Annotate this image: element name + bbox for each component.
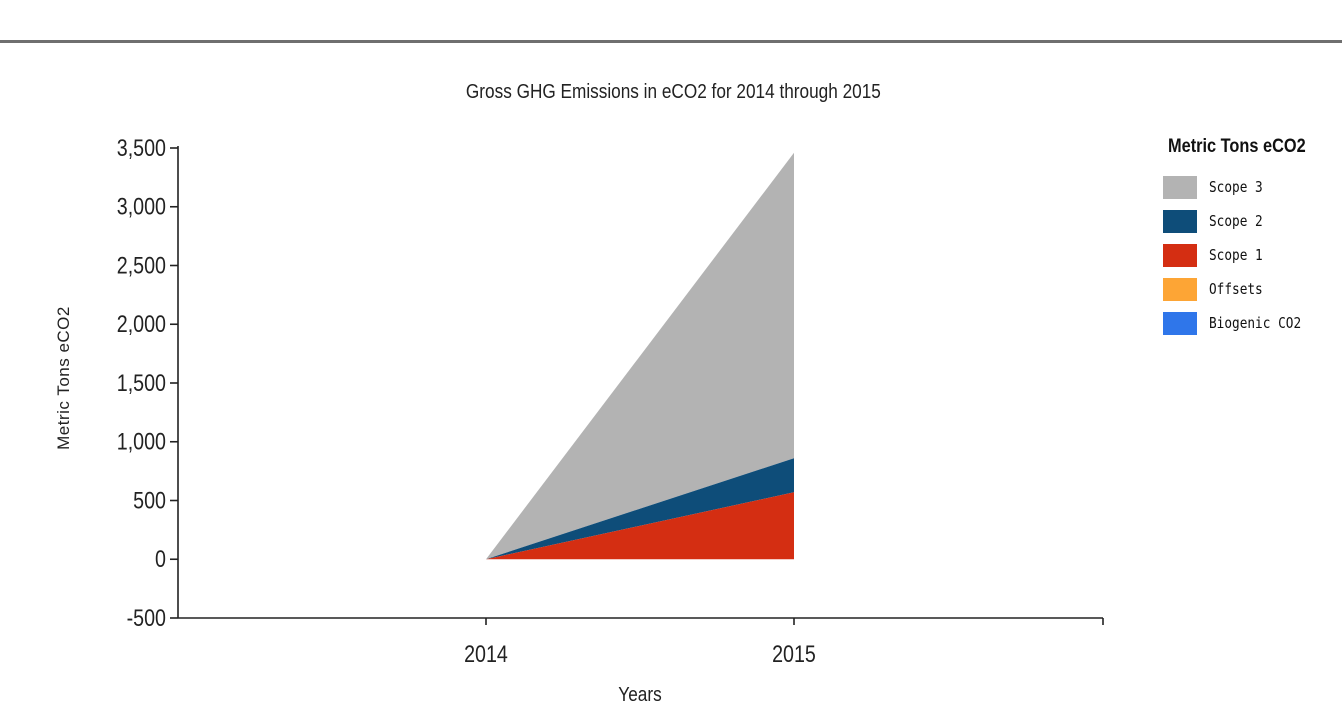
legend-label: Scope 3 xyxy=(1209,178,1263,196)
y-tick-label: 1,000 xyxy=(117,428,166,455)
chart-legend: Metric Tons eCO2 Scope 3 Scope 2 Scope 1 Of… xyxy=(1160,136,1338,340)
legend-title: Metric Tons eCO2 xyxy=(1168,136,1306,157)
y-tick-label: 500 xyxy=(133,487,166,514)
legend-swatch xyxy=(1163,209,1197,233)
y-tick-label: 2,500 xyxy=(117,252,166,279)
legend-items: Scope 3 Scope 2 Scope 1 Offsets Biogenic CO2 xyxy=(1160,170,1338,340)
area-scope-2 xyxy=(486,458,794,560)
legend-swatch xyxy=(1163,311,1197,335)
legend-label: Biogenic CO2 xyxy=(1209,314,1302,332)
y-tick-label: 3,500 xyxy=(117,134,166,161)
legend-item: Offsets xyxy=(1160,272,1338,306)
legend-item: Scope 3 xyxy=(1160,170,1338,204)
area-layers xyxy=(486,152,794,560)
top-divider xyxy=(0,40,1342,43)
y-tick-label: 1,500 xyxy=(117,369,166,396)
area-scope-3 xyxy=(486,152,794,560)
area-scope-1 xyxy=(486,492,794,560)
legend-item: Scope 1 xyxy=(1160,238,1338,272)
y-tick-label: -500 xyxy=(127,604,166,631)
legend-swatch xyxy=(1163,277,1197,301)
x-axis-ticks: 2014 2015 xyxy=(464,618,816,667)
legend-label: Offsets xyxy=(1209,280,1263,298)
legend-swatch xyxy=(1163,243,1197,267)
legend-label: Scope 2 xyxy=(1209,212,1263,230)
legend-swatch xyxy=(1163,175,1197,199)
y-tick-label: 0 xyxy=(155,545,166,572)
chart-title: Gross GHG Emissions in eCO2 for 2014 thr… xyxy=(465,81,881,103)
legend-item: Biogenic CO2 xyxy=(1160,306,1338,340)
legend-item: Scope 2 xyxy=(1160,204,1338,238)
y-tick-label: 2,000 xyxy=(117,310,166,337)
legend-label: Scope 1 xyxy=(1209,246,1263,264)
x-tick-label: 2015 xyxy=(772,640,816,667)
y-tick-label: 3,000 xyxy=(117,193,166,220)
x-axis-title: Years xyxy=(618,684,662,706)
y-axis-ticks: -500 0 500 1,000 1,500 2,000 2,500 3,000 3,500 xyxy=(117,134,178,631)
chart-axes xyxy=(177,146,1104,625)
x-tick-label: 2014 xyxy=(464,640,508,667)
